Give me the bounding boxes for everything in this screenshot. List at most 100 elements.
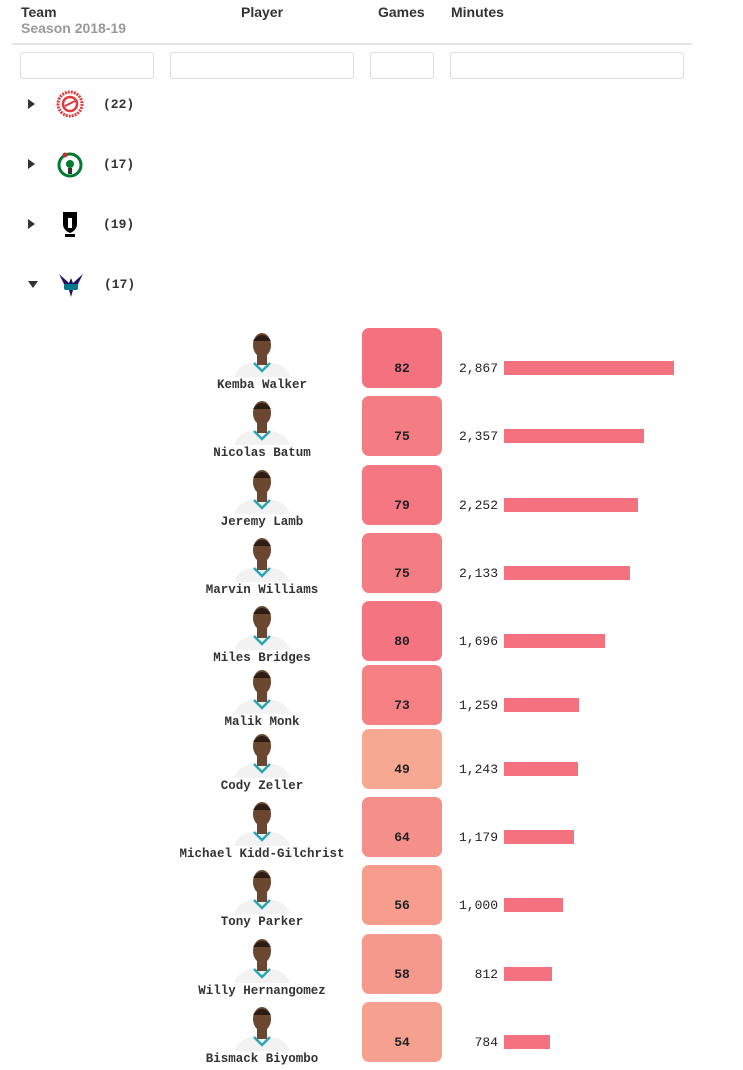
expand-triangle-icon[interactable] [28, 219, 35, 229]
player-name: Jeremy Lamb [220, 515, 304, 529]
games-cell: 73 [362, 665, 442, 725]
minutes-value: 1,696 [458, 634, 498, 649]
player-headshot [234, 333, 290, 377]
boston-celtics-logo [57, 152, 83, 178]
player-name: Bismack Biyombo [205, 1052, 319, 1066]
player-headshot [234, 1007, 290, 1051]
player-name: Michael Kidd-Gilchrist [179, 847, 345, 861]
player-column-header[interactable]: Player [241, 4, 284, 20]
player-row: Cody Zeller 49 1,243 [0, 729, 743, 793]
season-subtitle: Season 2018-19 [21, 20, 127, 36]
team-filter-input[interactable] [20, 52, 154, 79]
minutes-bar [504, 898, 564, 912]
minutes-bar [504, 1035, 551, 1049]
player-row: Michael Kidd-Gilchrist 64 1,179 [0, 797, 743, 861]
player-row: Nicolas Batum 75 2,357 [0, 396, 743, 460]
games-cell: 56 [362, 865, 442, 925]
player-name: Miles Bridges [213, 651, 311, 665]
header-divider [12, 43, 692, 45]
player-name: Willy Hernangomez [198, 984, 326, 998]
minutes-bar [504, 762, 578, 776]
team-group-row[interactable]: (17) [28, 149, 134, 179]
player-row: Malik Monk 73 1,259 [0, 665, 743, 729]
team-column-header[interactable]: Team [21, 4, 57, 20]
games-value: 75 [394, 566, 410, 581]
player-headshot [234, 470, 290, 514]
games-cell: 54 [362, 1002, 442, 1062]
minutes-value: 1,000 [458, 898, 498, 913]
minutes-value: 1,243 [458, 762, 498, 777]
minutes-bar [504, 698, 579, 712]
minutes-bar [504, 566, 631, 580]
minutes-value: 2,357 [458, 429, 498, 444]
minutes-filter-input[interactable] [450, 52, 684, 79]
player-name: Marvin Williams [205, 583, 319, 597]
minutes-column-header[interactable]: Minutes [451, 4, 504, 20]
games-cell: 82 [362, 328, 442, 388]
games-cell: 75 [362, 533, 442, 593]
player-row: Tony Parker 56 1,000 [0, 865, 743, 929]
games-value: 54 [394, 1035, 410, 1050]
player-filter-input[interactable] [170, 52, 354, 79]
player-headshot [234, 670, 290, 714]
player-row: Kemba Walker 82 2,867 [0, 328, 743, 392]
minutes-bar [504, 830, 574, 844]
player-headshot [234, 939, 290, 983]
games-column-header[interactable]: Games [378, 4, 425, 20]
team-group-row[interactable]: (19) [28, 209, 134, 239]
player-name: Kemba Walker [216, 378, 307, 392]
minutes-value: 2,867 [458, 361, 498, 376]
games-value: 64 [394, 830, 410, 845]
player-headshot [234, 538, 290, 582]
games-value: 80 [394, 634, 410, 649]
minutes-value: 784 [474, 1035, 498, 1050]
player-row: Miles Bridges 80 1,696 [0, 601, 743, 665]
games-value: 73 [394, 698, 410, 713]
games-cell: 80 [362, 601, 442, 661]
games-cell: 58 [362, 934, 442, 994]
games-value: 79 [394, 498, 410, 513]
player-headshot [234, 870, 290, 914]
team-player-count: (19) [103, 216, 135, 232]
player-row: Willy Hernangomez 58 812 [0, 934, 743, 998]
player-row: Bismack Biyombo 54 784 [0, 1002, 743, 1066]
minutes-value: 812 [474, 967, 498, 982]
team-player-count: (17) [103, 156, 135, 172]
minutes-value: 1,259 [458, 698, 498, 713]
player-headshot [234, 802, 290, 846]
player-headshot [234, 606, 290, 650]
team-player-count: (22) [103, 96, 135, 112]
games-cell: 75 [362, 396, 442, 456]
games-value: 82 [394, 361, 410, 376]
charlotte-hornets-logo [59, 274, 83, 297]
games-value: 56 [394, 898, 410, 913]
player-row: Jeremy Lamb 79 2,252 [0, 465, 743, 529]
collapse-triangle-icon[interactable] [28, 280, 38, 288]
brooklyn-nets-logo [63, 212, 77, 237]
team-group-row[interactable]: (17) [28, 269, 135, 299]
player-name: Malik Monk [224, 715, 300, 729]
player-name: Cody Zeller [220, 779, 304, 793]
minutes-bar [504, 634, 605, 648]
minutes-value: 1,179 [458, 830, 498, 845]
minutes-value: 2,252 [458, 498, 498, 513]
games-cell: 79 [362, 465, 442, 525]
games-filter-input[interactable] [370, 52, 434, 79]
minutes-bar [504, 967, 553, 981]
games-value: 58 [394, 967, 410, 982]
minutes-bar [504, 429, 644, 443]
games-value: 49 [394, 762, 410, 777]
minutes-bar [504, 361, 674, 375]
player-headshot [234, 734, 290, 778]
minutes-bar [504, 498, 638, 512]
games-value: 75 [394, 429, 410, 444]
player-row: Marvin Williams 75 2,133 [0, 533, 743, 597]
games-cell: 49 [362, 729, 442, 789]
player-name: Nicolas Batum [213, 446, 311, 460]
team-group-row[interactable]: (22) [28, 89, 134, 119]
player-headshot [234, 401, 290, 445]
expand-triangle-icon[interactable] [28, 159, 35, 169]
minutes-value: 2,133 [458, 566, 498, 581]
player-name: Tony Parker [220, 915, 304, 929]
expand-triangle-icon[interactable] [28, 99, 35, 109]
